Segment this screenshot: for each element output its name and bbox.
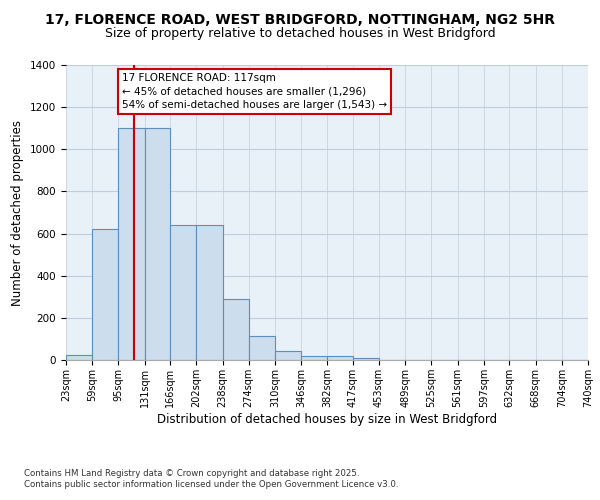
Text: Contains public sector information licensed under the Open Government Licence v3: Contains public sector information licen… xyxy=(24,480,398,489)
Bar xyxy=(275,350,301,360)
Bar xyxy=(223,299,249,360)
X-axis label: Distribution of detached houses by size in West Bridgford: Distribution of detached houses by size … xyxy=(157,412,497,426)
Bar xyxy=(301,356,328,360)
Text: 17, FLORENCE ROAD, WEST BRIDGFORD, NOTTINGHAM, NG2 5HR: 17, FLORENCE ROAD, WEST BRIDGFORD, NOTTI… xyxy=(45,12,555,26)
Bar xyxy=(328,356,353,360)
Bar xyxy=(170,225,196,360)
Bar xyxy=(145,128,170,360)
Bar xyxy=(92,230,118,360)
Text: 17 FLORENCE ROAD: 117sqm
← 45% of detached houses are smaller (1,296)
54% of sem: 17 FLORENCE ROAD: 117sqm ← 45% of detach… xyxy=(122,74,387,110)
Text: Size of property relative to detached houses in West Bridgford: Size of property relative to detached ho… xyxy=(104,28,496,40)
Bar xyxy=(196,225,223,360)
Bar xyxy=(353,358,379,360)
Bar xyxy=(249,336,275,360)
Bar xyxy=(66,354,92,360)
Y-axis label: Number of detached properties: Number of detached properties xyxy=(11,120,25,306)
Bar xyxy=(118,128,145,360)
Text: Contains HM Land Registry data © Crown copyright and database right 2025.: Contains HM Land Registry data © Crown c… xyxy=(24,468,359,477)
